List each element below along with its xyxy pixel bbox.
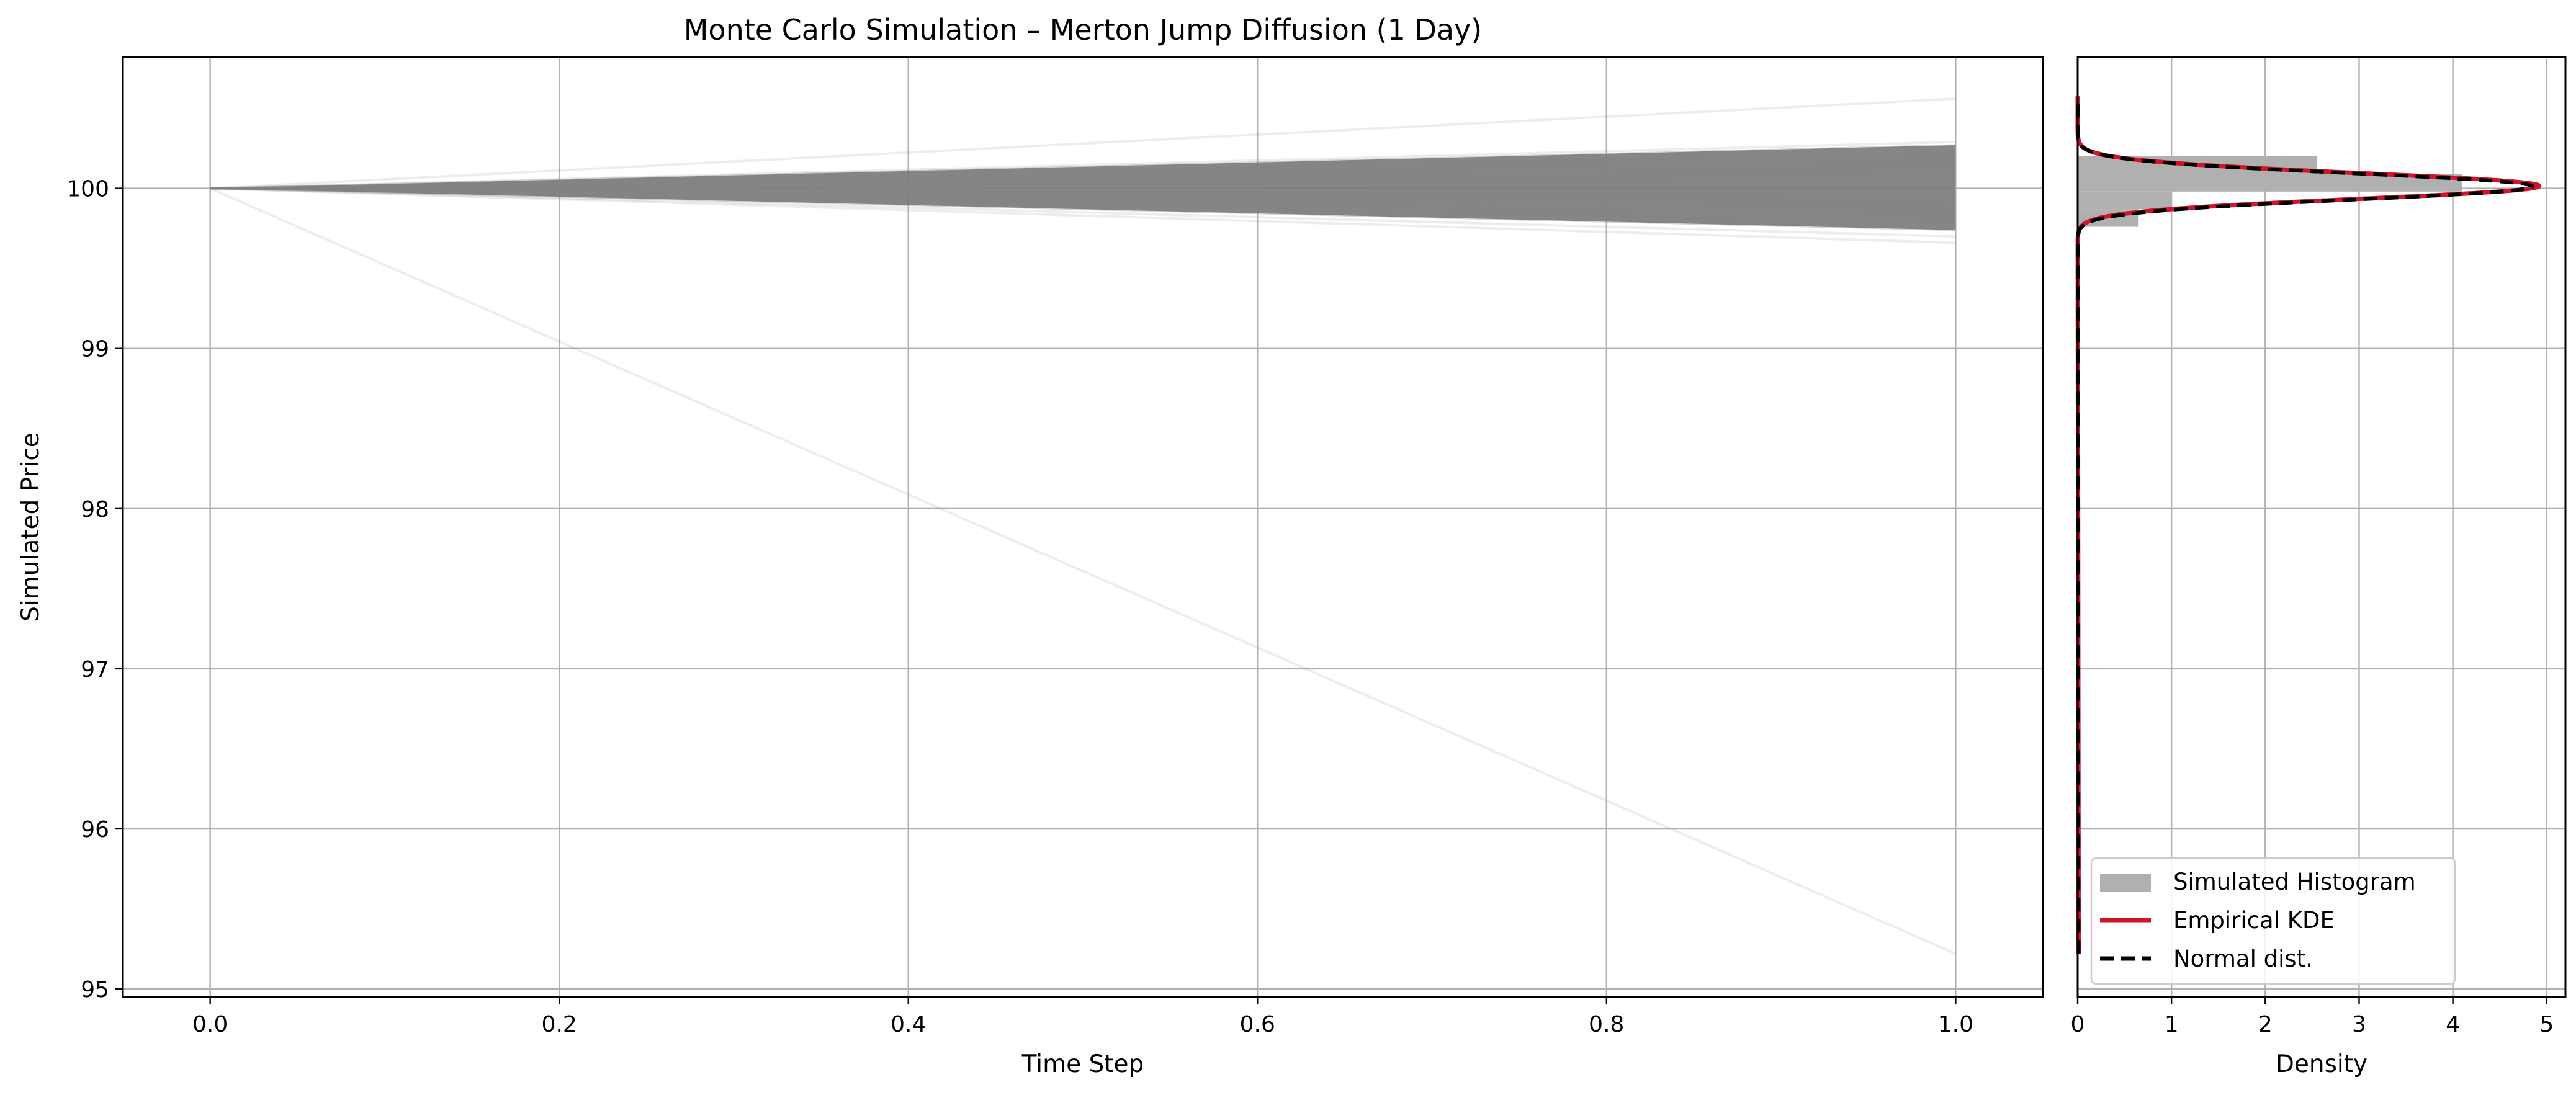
simulated-path — [210, 187, 1956, 203]
density-x-tick-label: 0 — [2071, 1012, 2085, 1037]
main-y-ticks: 95 96 97 98 99 100 — [66, 177, 123, 1003]
simulated-path — [210, 187, 1956, 224]
simulated-path — [210, 187, 1956, 217]
density-gridlines — [2076, 57, 2565, 997]
x-tick-label: 1.0 — [1938, 1012, 1973, 1037]
main-x-ticks: 0.0 0.2 0.4 0.6 0.8 1.0 — [192, 997, 1973, 1037]
density-x-tick-label: 5 — [2539, 1012, 2554, 1037]
simulated-path — [210, 187, 1956, 210]
x-axis-label: Time Step — [1021, 1050, 1144, 1078]
simulated-path — [210, 165, 1956, 190]
y-tick-label: 98 — [81, 497, 109, 522]
main-price-paths — [209, 97, 1957, 955]
simulated-path — [210, 144, 1956, 190]
y-tick-label: 97 — [81, 657, 109, 682]
y-tick-label: 95 — [81, 977, 109, 1003]
simulated-path — [210, 179, 1956, 190]
legend-label-normal: Normal dist. — [2173, 945, 2313, 972]
legend-swatch-histogram — [2100, 874, 2151, 892]
main-plot-frame — [122, 56, 2044, 998]
simulated-path — [210, 186, 1956, 190]
legend-label-histogram: Simulated Histogram — [2173, 869, 2416, 895]
histogram-bar — [2078, 191, 2172, 210]
x-tick-label: 0.0 — [192, 1012, 228, 1037]
density-x-ticks: 0 1 2 3 4 5 — [2071, 997, 2554, 1037]
density-plot-panel: 0 1 2 3 4 5 Density Simulated Histogram Empiri… — [2071, 56, 2567, 1078]
y-axis-label: Simulated Price — [17, 432, 45, 622]
legend: Simulated Histogram Empirical KDE Normal d… — [2090, 857, 2456, 985]
y-tick-label: 96 — [81, 817, 109, 842]
simulated-path — [210, 140, 1956, 190]
x-tick-label: 0.4 — [891, 1012, 926, 1037]
main-plot-panel: 0.0 0.2 0.4 0.6 0.8 1.0 95 96 97 98 99 100 Monte C… — [17, 13, 2044, 1078]
x-tick-label: 0.2 — [542, 1012, 577, 1037]
simulated-path — [210, 187, 1956, 238]
simulated-path — [210, 158, 1956, 190]
simulated-path — [210, 187, 1956, 196]
density-axis-label: Density — [2276, 1050, 2367, 1078]
x-tick-label: 0.8 — [1589, 1012, 1624, 1037]
chart-title: Monte Carlo Simulation – Merton Jump Dif… — [684, 13, 1483, 47]
y-tick-label: 100 — [66, 177, 109, 202]
density-x-tick-label: 2 — [2258, 1012, 2273, 1037]
simulated-path — [209, 187, 1957, 955]
main-gridlines — [123, 57, 2043, 997]
legend-label-kde: Empirical KDE — [2173, 907, 2335, 934]
legend-entries: Simulated Histogram Empirical KDE Normal d… — [2100, 869, 2416, 972]
simulated-path — [210, 187, 1956, 244]
density-x-tick-label: 1 — [2165, 1012, 2179, 1037]
y-tick-label: 99 — [81, 337, 109, 362]
simulated-path — [210, 187, 1956, 231]
density-x-tick-label: 4 — [2446, 1012, 2460, 1037]
simulated-path — [210, 151, 1956, 190]
legend-box — [2090, 857, 2456, 985]
x-tick-label: 0.6 — [1240, 1012, 1275, 1037]
simulated-path-band — [210, 145, 1956, 230]
simulated-path — [210, 172, 1956, 190]
density-x-tick-label: 3 — [2352, 1012, 2366, 1037]
density-plot-frame — [2076, 56, 2567, 998]
simulated-path — [210, 97, 1956, 190]
